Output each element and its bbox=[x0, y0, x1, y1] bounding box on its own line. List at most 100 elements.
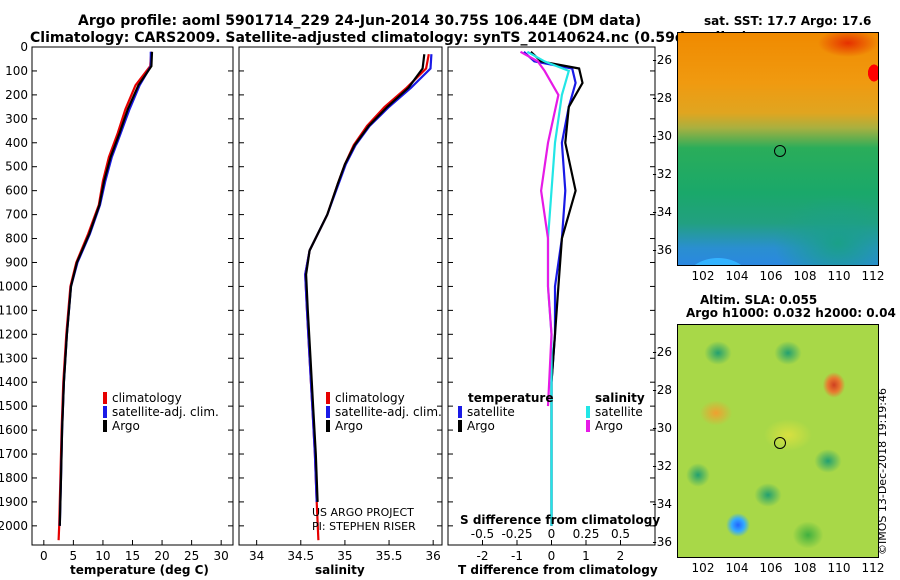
sla-map-title1: Altim. SLA: 0.055 bbox=[700, 293, 818, 307]
lon-tick-label: 112 bbox=[862, 269, 885, 283]
temperature-xlabel: temperature (deg C) bbox=[70, 563, 209, 577]
depth-tick-label: 1500 bbox=[0, 399, 28, 413]
legend-swatch bbox=[326, 406, 330, 418]
x-tick-label: 20 bbox=[154, 549, 169, 563]
series-line-argo bbox=[304, 54, 426, 502]
sal-legend-climatology: climatology bbox=[326, 391, 405, 405]
salinity-xlabel: salinity bbox=[315, 563, 365, 577]
s-tick-label: 0.25 bbox=[573, 527, 600, 541]
s-tick-label: -0.25 bbox=[501, 527, 532, 541]
argo-location-marker bbox=[774, 145, 786, 157]
legend-swatch bbox=[586, 420, 590, 432]
lon-tick-label: 108 bbox=[794, 561, 817, 575]
x-tick-label: 36 bbox=[426, 549, 441, 563]
depth-tick-label: 1000 bbox=[0, 279, 28, 293]
depth-tick-label: 900 bbox=[5, 255, 28, 269]
legend-label: satellite bbox=[467, 405, 515, 419]
depth-tick-label: 100 bbox=[5, 64, 28, 78]
x-tick-label: -1 bbox=[511, 549, 523, 563]
depth-tick-label: 2000 bbox=[0, 519, 28, 533]
lat-tick-label: -32 bbox=[652, 167, 672, 181]
legend-label: climatology bbox=[335, 391, 405, 405]
sst-map-title: sat. SST: 17.7 Argo: 17.6 bbox=[704, 14, 872, 28]
title-line1: Argo profile: aoml 5901714_229 24-Jun-20… bbox=[78, 13, 642, 29]
x-tick-label: 30 bbox=[214, 549, 229, 563]
lat-tick-label: -26 bbox=[652, 345, 672, 359]
depth-tick-label: 400 bbox=[5, 136, 28, 150]
salinity-panel: 34 34.5 35 35.5 36 bbox=[238, 46, 443, 563]
lon-tick-label: 104 bbox=[726, 269, 749, 283]
legend-swatch bbox=[458, 420, 462, 432]
x-tick-label: 34 bbox=[249, 549, 264, 563]
lat-tick-label: -36 bbox=[652, 243, 672, 257]
lat-tick-label: -30 bbox=[652, 421, 672, 435]
sla-map-title2: Argo h1000: 0.032 h2000: 0.04 bbox=[686, 306, 896, 320]
difference-panel: -2 -1 0 1 2 -0.5 -0.25 0 0.25 0.5 bbox=[447, 46, 656, 563]
depth-tick-label: 1800 bbox=[0, 471, 28, 485]
lon-tick-label: 110 bbox=[828, 269, 851, 283]
legend-label: satellite bbox=[595, 405, 643, 419]
s-tick-label: 0.5 bbox=[611, 527, 630, 541]
legend-label: Argo bbox=[112, 419, 140, 433]
series-line-satellite-adj--clim- bbox=[304, 54, 433, 502]
series-line-climatology bbox=[57, 51, 153, 541]
legend-climatology: climatology bbox=[103, 391, 182, 405]
legend-swatch bbox=[326, 420, 330, 432]
lat-tick-label: -30 bbox=[652, 129, 672, 143]
legend-label: Argo bbox=[595, 419, 623, 433]
diff-legend-temp-title: temperature bbox=[468, 391, 554, 405]
x-tick-label: 0 bbox=[548, 549, 556, 563]
x-tick-label: 0 bbox=[40, 549, 48, 563]
map-axes: -26 -28 -30 -32 -34 -36 102 104 106 108 110 112 -26 -… bbox=[652, 53, 885, 575]
series-line-s-argo bbox=[519, 50, 560, 407]
depth-tick-label: 700 bbox=[5, 208, 28, 222]
depth-tick-label: 1900 bbox=[0, 495, 28, 509]
legend-argo: Argo bbox=[103, 419, 140, 433]
lon-tick-label: 106 bbox=[760, 561, 783, 575]
panel-frame bbox=[238, 46, 443, 546]
x-tick-label: 34.5 bbox=[287, 549, 314, 563]
diff-legend-s-argo: Argo bbox=[586, 419, 623, 433]
series-line-satellite-adj--clim- bbox=[58, 51, 152, 526]
diff-legend-sal-title: salinity bbox=[595, 391, 645, 405]
lat-tick-label: -34 bbox=[652, 205, 672, 219]
x-tick-label: 15 bbox=[125, 549, 140, 563]
depth-tick-label: 1600 bbox=[0, 423, 28, 437]
depth-tick-label: 1400 bbox=[0, 375, 28, 389]
legend-swatch bbox=[103, 406, 107, 418]
series-line-t-argo bbox=[530, 50, 584, 526]
lat-tick-label: -32 bbox=[652, 459, 672, 473]
lat-tick-label: -26 bbox=[652, 53, 672, 67]
temperature-panel: 0 5 10 15 20 25 30 bbox=[31, 46, 234, 563]
title-line2: Climatology: CARS2009. Satellite-adjuste… bbox=[30, 30, 748, 46]
depth-tick-label: 600 bbox=[5, 184, 28, 198]
legend-label: climatology bbox=[112, 391, 182, 405]
argo-location-marker bbox=[774, 437, 786, 449]
diff-legend-t-argo: Argo bbox=[458, 419, 495, 433]
series-line-argo bbox=[58, 51, 154, 526]
legend-label: satellite-adj. clim. bbox=[335, 405, 442, 419]
depth-tick-label: 1300 bbox=[0, 351, 28, 365]
difference-xlabel: T difference from climatology bbox=[458, 563, 658, 577]
lon-tick-label: 104 bbox=[726, 561, 749, 575]
lon-tick-label: 102 bbox=[692, 561, 715, 575]
depth-axis: 0 100 200 300 400 500 600 700 800 900 1000 1100 1200… bbox=[0, 40, 28, 533]
sst-map bbox=[677, 32, 879, 266]
sal-legend-satellite: satellite-adj. clim. bbox=[326, 405, 442, 419]
legend-swatch bbox=[103, 392, 107, 404]
x-tick-label: -2 bbox=[477, 549, 489, 563]
legend-swatch bbox=[103, 420, 107, 432]
diff-legend-t-satellite: satellite bbox=[458, 405, 515, 419]
lat-tick-label: -34 bbox=[652, 497, 672, 511]
s-tick-label: 0 bbox=[548, 527, 556, 541]
depth-tick-label: 0 bbox=[20, 40, 28, 54]
sal-legend-argo: Argo bbox=[326, 419, 363, 433]
imos-credit: ©IMOS 13-Dec-2018 19:19:46 bbox=[876, 388, 889, 555]
x-tick-label: 5 bbox=[70, 549, 78, 563]
sla-map bbox=[677, 324, 879, 558]
credit-pi: PI: STEPHEN RISER bbox=[312, 520, 416, 533]
diff-legend-s-satellite: satellite bbox=[586, 405, 643, 419]
x-tick-label: 10 bbox=[95, 549, 110, 563]
lat-tick-label: -28 bbox=[652, 383, 672, 397]
